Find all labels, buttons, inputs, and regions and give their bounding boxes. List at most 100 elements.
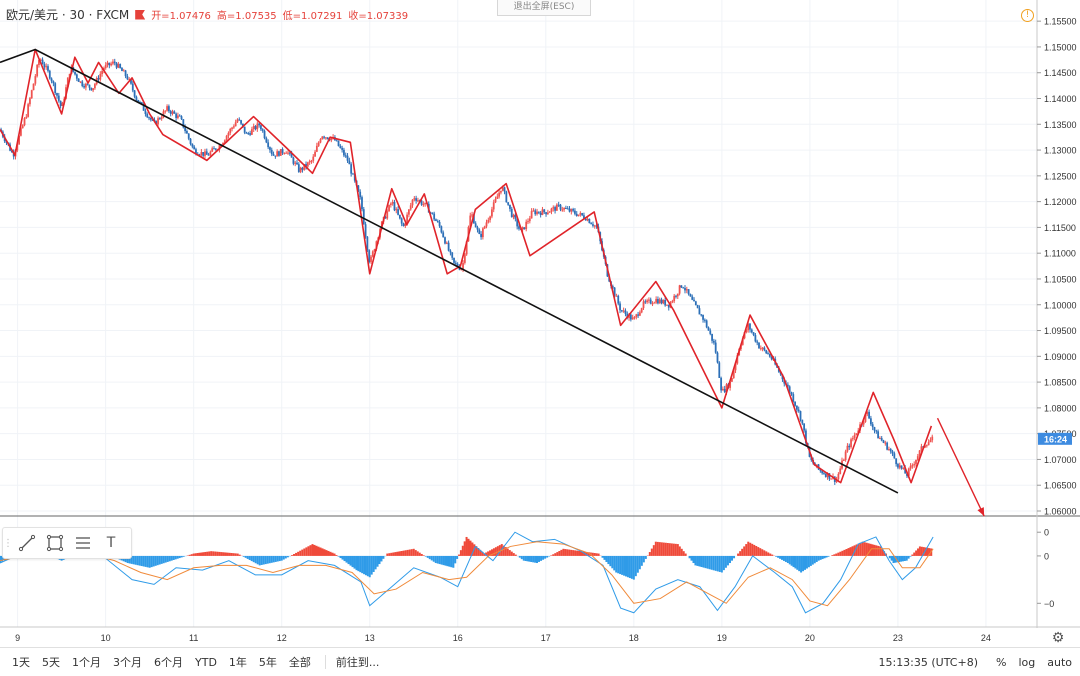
symbol-title[interactable]: 欧元/美元 · 30 · FXCM [6, 8, 130, 22]
price-tick-label: 1.14500 [1044, 68, 1077, 78]
candle-up [303, 164, 306, 170]
range-button-4[interactable]: 6个月 [154, 656, 183, 669]
fib-tool-icon[interactable] [69, 530, 97, 556]
candle-down [649, 299, 652, 304]
text-tool-icon[interactable]: T [106, 535, 116, 551]
candle-down [402, 223, 405, 227]
trend-line[interactable] [0, 48, 899, 494]
candle-down [343, 149, 345, 156]
candle-up [631, 317, 634, 320]
bottom-bar: 1天 5天 1个月 3个月 6个月 YTD 1年 5年 全部 前往到... 15:13:35 (… [0, 647, 1080, 676]
candle-down [169, 111, 172, 114]
candle-up [487, 219, 490, 223]
candle-up [395, 209, 398, 211]
candle-up [218, 145, 221, 150]
zigzag-line[interactable] [0, 48, 933, 484]
candle-down [712, 340, 715, 343]
price-tick-label: 1.15000 [1044, 42, 1077, 52]
candle-up [734, 363, 737, 371]
range-button-7[interactable]: 5年 [258, 656, 277, 669]
flag-icon[interactable] [135, 9, 146, 20]
candle-down [290, 153, 293, 158]
candle-down [503, 187, 506, 192]
range-button-2[interactable]: 1个月 [72, 656, 101, 669]
candle-down [335, 140, 338, 142]
candle-down [723, 388, 726, 393]
candle-up [223, 140, 226, 143]
signal-line[interactable] [0, 541, 934, 607]
candle-up [315, 145, 318, 152]
candle-down [590, 223, 593, 225]
candle-down [337, 140, 340, 147]
percent-toggle[interactable]: % [996, 655, 1007, 669]
candle-down [516, 218, 519, 227]
candle-up [927, 442, 930, 446]
candle-down [180, 116, 183, 120]
candle-down [584, 218, 587, 221]
candle-down [305, 164, 307, 167]
forecast-arrow[interactable] [936, 417, 985, 517]
auto-toggle[interactable]: auto [1047, 655, 1072, 669]
candle-up [389, 203, 392, 206]
chart-canvas[interactable]: 1.15500 1.15000 1.14500 1.14000 1.13500 1.130… [0, 0, 1080, 647]
candle-down [716, 352, 719, 363]
candle-up [465, 241, 468, 255]
candle-down [805, 430, 807, 444]
candle-down [124, 70, 127, 77]
candle-down [543, 209, 546, 213]
candle-up [92, 88, 94, 91]
rect-tool-icon[interactable] [41, 530, 69, 556]
candle-up [234, 122, 237, 127]
candle-up [408, 209, 410, 215]
candle-down [359, 191, 362, 198]
candle-up [646, 300, 649, 303]
candle-up [324, 137, 327, 139]
candle-up [525, 221, 528, 230]
candle-down [476, 227, 479, 230]
candle-down [344, 155, 347, 157]
time-tick-label: 24 [981, 633, 991, 643]
time-tick-label: 10 [101, 633, 111, 643]
candle-up [546, 212, 549, 215]
line-tool-icon[interactable] [13, 530, 41, 556]
candle-up [527, 221, 529, 223]
candle-up [648, 299, 650, 301]
candle-down [357, 185, 360, 192]
range-button-8[interactable]: 全部 [288, 656, 311, 669]
range-button-5[interactable]: YTD [195, 656, 217, 669]
candle-down [900, 465, 903, 469]
candle-up [552, 207, 555, 209]
drag-handle-icon[interactable]: ⋮ [3, 537, 13, 549]
candle-down [545, 212, 547, 215]
candle-down [657, 299, 659, 304]
goto-button[interactable]: 前往到... [335, 656, 380, 669]
candle-up [471, 214, 473, 216]
candle-up [314, 151, 316, 157]
range-button-0[interactable]: 1天 [12, 656, 30, 669]
settings-gear-icon[interactable]: ⚙ [1052, 630, 1065, 646]
candle-down [249, 133, 251, 135]
candle-down [565, 207, 567, 209]
candle-up [481, 228, 484, 238]
warning-icon[interactable]: ! [1021, 9, 1034, 22]
exit-fullscreen-button[interactable]: 退出全屏(ESC) [497, 0, 591, 16]
price-tick-label: 1.09500 [1044, 326, 1077, 336]
candle-down [137, 99, 140, 103]
clock-time[interactable]: 15:13:35 (UTC+8) [878, 655, 978, 669]
candle-up [128, 78, 131, 80]
macd-line[interactable] [0, 531, 934, 614]
candle-up [422, 204, 425, 206]
range-button-6[interactable]: 1年 [228, 656, 247, 669]
candle-down [263, 130, 266, 139]
range-button-1[interactable]: 5天 [42, 656, 60, 669]
candle-down [869, 418, 872, 425]
candle-up [651, 303, 654, 305]
log-toggle[interactable]: log [1018, 655, 1036, 669]
candle-up [658, 299, 661, 304]
range-button-3[interactable]: 3个月 [113, 656, 142, 669]
candle-down [130, 78, 132, 84]
candle-down [572, 209, 575, 211]
candle-up [177, 115, 179, 118]
candle-up [907, 468, 910, 476]
candle-up [171, 111, 174, 114]
